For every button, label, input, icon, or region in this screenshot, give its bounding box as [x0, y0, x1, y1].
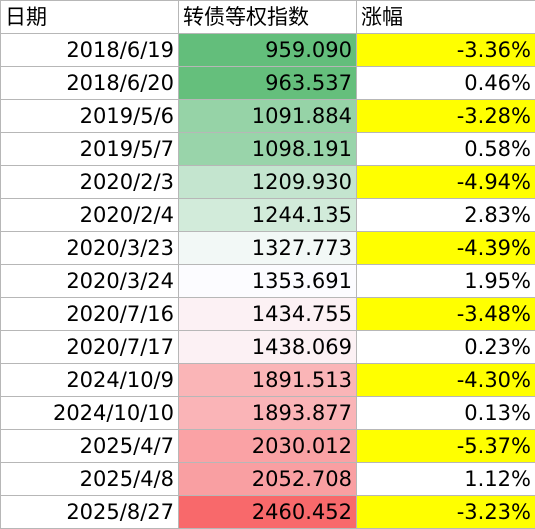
- table-row: 2019/5/7 1098.191 0.58%: [0, 132, 535, 166]
- change-cell[interactable]: 2.83%: [356, 198, 535, 232]
- table-row: 2018/6/20 963.537 0.46%: [0, 66, 535, 100]
- index-cell[interactable]: 2460.452: [178, 495, 357, 529]
- change-cell[interactable]: -3.23%: [356, 495, 535, 529]
- header-date[interactable]: 日期: [0, 0, 179, 34]
- date-cell[interactable]: 2018/6/20: [0, 66, 179, 100]
- date-cell[interactable]: 2020/3/24: [0, 264, 179, 298]
- table-row: 2024/10/9 1891.513 -4.30%: [0, 363, 535, 397]
- date-cell[interactable]: 2020/2/3: [0, 165, 179, 199]
- index-cell[interactable]: 1891.513: [178, 363, 357, 397]
- table-row: 2020/3/24 1353.691 1.95%: [0, 264, 535, 298]
- table-row: 2020/3/23 1327.773 -4.39%: [0, 231, 535, 265]
- change-cell[interactable]: -3.48%: [356, 297, 535, 331]
- index-cell[interactable]: 963.537: [178, 66, 357, 100]
- header-change[interactable]: 涨幅: [356, 0, 535, 34]
- table-row: 2020/2/3 1209.930 -4.94%: [0, 165, 535, 199]
- date-cell[interactable]: 2018/6/19: [0, 33, 179, 67]
- table-row: 2025/8/27 2460.452 -3.23%: [0, 495, 535, 529]
- change-cell[interactable]: 1.95%: [356, 264, 535, 298]
- index-cell[interactable]: 2052.708: [178, 462, 357, 496]
- index-cell[interactable]: 1327.773: [178, 231, 357, 265]
- change-cell[interactable]: -3.36%: [356, 33, 535, 67]
- table-row: 2019/5/6 1091.884 -3.28%: [0, 99, 535, 133]
- table-row: 2025/4/7 2030.012 -5.37%: [0, 429, 535, 463]
- index-cell[interactable]: 1434.755: [178, 297, 357, 331]
- date-cell[interactable]: 2020/2/4: [0, 198, 179, 232]
- date-cell[interactable]: 2019/5/6: [0, 99, 179, 133]
- table-row: 2020/7/17 1438.069 0.23%: [0, 330, 535, 364]
- date-cell[interactable]: 2024/10/9: [0, 363, 179, 397]
- index-cell[interactable]: 1244.135: [178, 198, 357, 232]
- date-cell[interactable]: 2020/7/17: [0, 330, 179, 364]
- change-cell[interactable]: 1.12%: [356, 462, 535, 496]
- index-cell[interactable]: 959.090: [178, 33, 357, 67]
- date-cell[interactable]: 2024/10/10: [0, 396, 179, 430]
- date-cell[interactable]: 2025/4/8: [0, 462, 179, 496]
- index-cell[interactable]: 1209.930: [178, 165, 357, 199]
- change-cell[interactable]: 0.23%: [356, 330, 535, 364]
- date-cell[interactable]: 2020/7/16: [0, 297, 179, 331]
- change-cell[interactable]: 0.13%: [356, 396, 535, 430]
- table-body: 2018/6/19 959.090 -3.36% 2018/6/20 963.537 0.…: [0, 33, 535, 529]
- index-cell[interactable]: 1438.069: [178, 330, 357, 364]
- date-cell[interactable]: 2025/8/27: [0, 495, 179, 529]
- change-cell[interactable]: -5.37%: [356, 429, 535, 463]
- change-cell[interactable]: -4.39%: [356, 231, 535, 265]
- date-cell[interactable]: 2020/3/23: [0, 231, 179, 265]
- table-row: 2024/10/10 1893.877 0.13%: [0, 396, 535, 430]
- table-row: 2020/2/4 1244.135 2.83%: [0, 198, 535, 232]
- table-row: 2020/7/16 1434.755 -3.48%: [0, 297, 535, 331]
- index-cell[interactable]: 1893.877: [178, 396, 357, 430]
- change-cell[interactable]: -4.30%: [356, 363, 535, 397]
- index-cell[interactable]: 1353.691: [178, 264, 357, 298]
- date-cell[interactable]: 2025/4/7: [0, 429, 179, 463]
- header-row: 日期 转债等权指数 涨幅: [0, 0, 535, 34]
- table-row: 2018/6/19 959.090 -3.36%: [0, 33, 535, 67]
- change-cell[interactable]: -4.94%: [356, 165, 535, 199]
- header-index[interactable]: 转债等权指数: [178, 0, 357, 34]
- change-cell[interactable]: 0.58%: [356, 132, 535, 166]
- change-cell[interactable]: -3.28%: [356, 99, 535, 133]
- index-cell[interactable]: 2030.012: [178, 429, 357, 463]
- index-cell[interactable]: 1091.884: [178, 99, 357, 133]
- index-cell[interactable]: 1098.191: [178, 132, 357, 166]
- table-row: 2025/4/8 2052.708 1.12%: [0, 462, 535, 496]
- date-cell[interactable]: 2019/5/7: [0, 132, 179, 166]
- change-cell[interactable]: 0.46%: [356, 66, 535, 100]
